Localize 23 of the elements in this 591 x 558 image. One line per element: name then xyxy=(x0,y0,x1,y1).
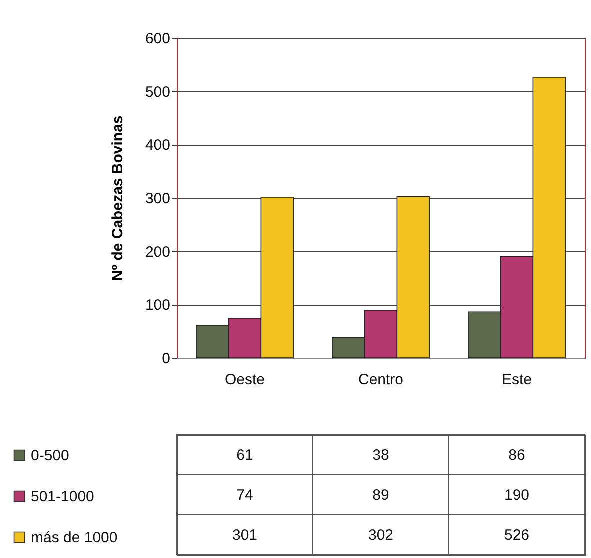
x-tick-label: Este xyxy=(502,372,532,388)
legend-label: 501-1000 xyxy=(31,488,94,506)
y-tick-label: 100 xyxy=(145,297,170,314)
data-label: 86 xyxy=(508,447,526,464)
data-label: 302 xyxy=(368,527,394,544)
data-label: 526 xyxy=(504,527,530,544)
data-label: 301 xyxy=(232,527,258,544)
data-label: 190 xyxy=(504,487,530,504)
data-label: 61 xyxy=(236,447,254,464)
y-tick-label: 500 xyxy=(145,84,170,101)
x-tick-label: Centro xyxy=(358,372,404,388)
x-tick-label: Oeste xyxy=(224,372,266,388)
data-label: 89 xyxy=(372,487,390,504)
y-axis-title: Nº de Cabezas Bovinas xyxy=(109,116,126,282)
data-label: 38 xyxy=(372,447,390,464)
y-tick-label: 0 xyxy=(162,350,170,368)
legend-label: 0-500 xyxy=(31,448,70,464)
data-label: 74 xyxy=(236,487,254,504)
y-tick-label: 200 xyxy=(145,244,170,261)
y-tick-label: 600 xyxy=(145,30,170,48)
y-tick-label: 400 xyxy=(145,137,170,154)
legend-label: más de 1000 xyxy=(31,530,118,546)
y-tick-label: 300 xyxy=(145,190,170,208)
